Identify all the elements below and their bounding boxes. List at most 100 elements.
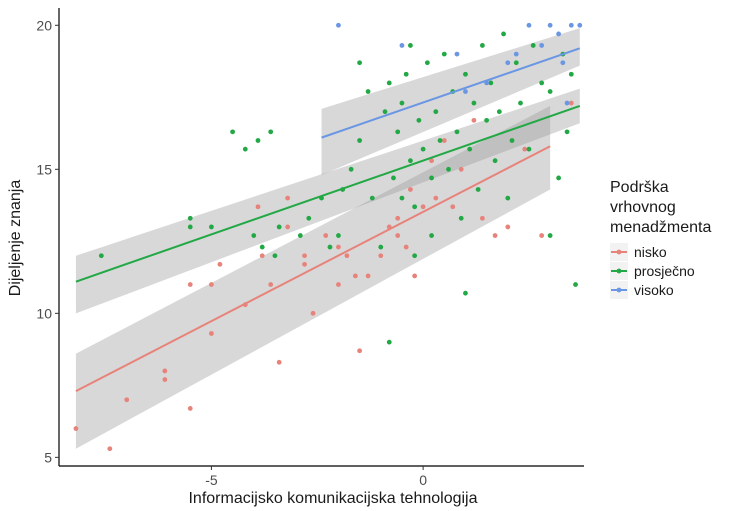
x-tick-label: -5 [205, 472, 218, 488]
data-point [505, 60, 510, 65]
legend-items: nisko prosječno visoko [610, 243, 695, 299]
data-point [162, 369, 167, 374]
data-point [188, 282, 193, 287]
data-point [459, 167, 464, 172]
data-point [336, 23, 341, 28]
data-point [162, 377, 167, 382]
y-axis-title: Dijeljenje znanja [7, 180, 24, 297]
data-point [484, 118, 489, 123]
data-point [323, 233, 328, 238]
data-point [514, 52, 519, 57]
data-point [387, 340, 392, 345]
data-point [404, 245, 409, 250]
data-point [463, 72, 468, 77]
data-point [429, 176, 434, 181]
data-point [357, 60, 362, 65]
legend-label: visoko [634, 282, 674, 298]
data-point [577, 23, 582, 28]
legend-title-line-2: vrhovnog [610, 199, 676, 216]
data-point [480, 43, 485, 48]
data-point [531, 43, 536, 48]
y-tick-label: 5 [44, 449, 52, 465]
data-point [408, 187, 413, 192]
data-point [455, 52, 460, 57]
data-point [124, 397, 129, 402]
data-point [328, 245, 333, 250]
data-point [74, 426, 79, 431]
data-point [446, 167, 451, 172]
data-point [99, 253, 104, 258]
data-point [260, 245, 265, 250]
data-point [209, 331, 214, 336]
data-point [472, 118, 477, 123]
data-point [357, 138, 362, 143]
data-point [433, 196, 438, 201]
data-point [539, 233, 544, 238]
data-point [408, 158, 413, 163]
data-point [463, 291, 468, 296]
data-point [505, 225, 510, 230]
data-point [400, 43, 405, 48]
legend: Podrška vrhovnog menadžmenta nisko prosje… [610, 179, 711, 299]
data-point [349, 167, 354, 172]
y-tick-label: 20 [36, 17, 52, 33]
data-point [569, 23, 574, 28]
data-point [539, 80, 544, 85]
data-point [480, 216, 485, 221]
data-point [336, 282, 341, 287]
data-point [230, 129, 235, 134]
data-point [306, 216, 311, 221]
data-point [412, 253, 417, 258]
data-point [556, 32, 561, 37]
x-axis-title: Informacijsko komunikacijska tehnologija [188, 490, 477, 507]
data-point [268, 282, 273, 287]
data-point [425, 60, 430, 65]
data-point [273, 253, 278, 258]
data-point [400, 101, 405, 106]
data-point [378, 253, 383, 258]
data-point [395, 129, 400, 134]
legend-key-point [617, 269, 622, 274]
data-point [488, 80, 493, 85]
data-point [497, 109, 502, 114]
y-tick-label: 15 [36, 161, 52, 177]
data-point [370, 196, 375, 201]
data-point [256, 138, 261, 143]
data-point [336, 245, 341, 250]
legend-key-point [617, 288, 622, 293]
data-point [476, 187, 481, 192]
data-point [450, 204, 455, 209]
data-point [298, 233, 303, 238]
data-point [302, 253, 307, 258]
data-point [510, 138, 515, 143]
data-point [442, 52, 447, 57]
data-point [395, 233, 400, 238]
data-point [539, 43, 544, 48]
data-point [311, 311, 316, 316]
data-point [285, 225, 290, 230]
data-point [548, 233, 553, 238]
data-point [493, 233, 498, 238]
data-point [505, 196, 510, 201]
legend-title-line-3: menadžmenta [610, 219, 711, 236]
data-point [527, 147, 532, 152]
data-point [565, 129, 570, 134]
data-point [336, 233, 341, 238]
data-point [442, 138, 447, 143]
data-point [438, 138, 443, 143]
data-point [518, 101, 523, 106]
data-point [421, 147, 426, 152]
data-point [366, 89, 371, 94]
data-point [565, 101, 570, 106]
legend-key-point [617, 250, 622, 255]
data-point [522, 147, 527, 152]
data-point [408, 43, 413, 48]
data-point [285, 196, 290, 201]
data-point [560, 60, 565, 65]
data-point [188, 406, 193, 411]
data-point [472, 101, 477, 106]
legend-title-line-1: Podrška [610, 179, 669, 196]
data-point [302, 262, 307, 267]
data-point [383, 109, 388, 114]
